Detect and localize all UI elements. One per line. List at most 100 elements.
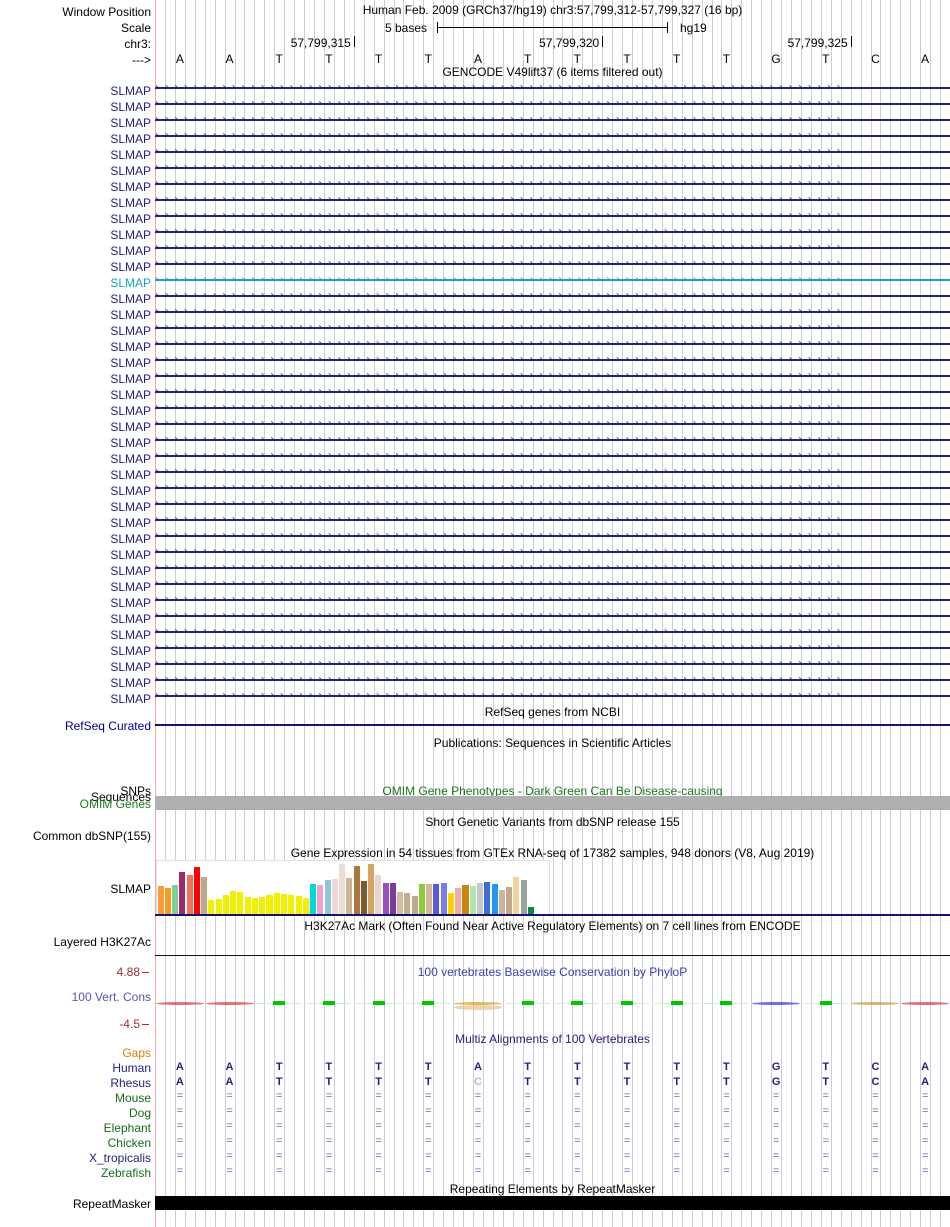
conservation-bar[interactable] [322,1001,335,1005]
publications-sequences-label[interactable]: Sequences [90,790,151,804]
conservation-bar[interactable] [901,1002,950,1005]
multiz-species-label[interactable]: Elephant [103,1121,151,1135]
conservation-bar[interactable] [422,1001,435,1005]
gencode-gene-label[interactable]: SLMAP [110,596,151,610]
gencode-gene-row[interactable]: ››››››››››››››››››››››››››››››››››››››››… [155,130,950,142]
gtex-tissue-bar[interactable] [157,886,164,915]
gtex-tissue-bar[interactable] [302,897,309,915]
gencode-gene-label[interactable]: SLMAP [110,356,151,370]
gaps-label[interactable]: Gaps [122,1046,151,1060]
gencode-gene-row[interactable]: ››››››››››››››››››››››››››››››››››››››››… [155,338,950,350]
gtex-tissue-bar[interactable] [222,895,229,915]
multiz-species-label[interactable]: Mouse [114,1091,151,1105]
gencode-gene-label[interactable]: SLMAP [110,180,151,194]
h3k27ac-track-label[interactable]: Layered H3K27Ac [53,935,151,949]
gencode-gene-row[interactable]: ››››››››››››››››››››››››››››››››››››››››… [155,242,950,254]
gtex-track-label[interactable]: SLMAP [110,882,151,896]
conservation-bar[interactable] [752,1002,801,1005]
gtex-tissue-bar[interactable] [418,884,425,915]
gtex-tissue-bar[interactable] [433,883,440,915]
gtex-tissue-bar[interactable] [411,896,418,915]
gtex-tissue-bar[interactable] [208,899,215,915]
gencode-gene-row[interactable]: ››››››››››››››››››››››››››››››››››››››››… [155,514,950,526]
gtex-tissue-bar[interactable] [404,892,411,915]
conservation-bar[interactable] [621,1001,634,1005]
gtex-tissue-bar[interactable] [491,884,498,915]
gtex-tissue-bar[interactable] [462,885,469,915]
gencode-gene-label[interactable]: SLMAP [110,676,151,690]
gencode-gene-row[interactable]: ››››››››››››››››››››››››››››››››››››››››… [155,642,950,654]
gencode-gene-row[interactable]: ››››››››››››››››››››››››››››››››››››››››… [155,594,950,606]
gtex-tissue-bar[interactable] [360,880,367,915]
gencode-gene-label[interactable]: SLMAP [110,260,151,274]
gencode-gene-label[interactable]: SLMAP [110,660,151,674]
gencode-gene-label[interactable]: SLMAP [110,436,151,450]
gencode-gene-label[interactable]: SLMAP [110,372,151,386]
gencode-gene-label[interactable]: SLMAP [110,84,151,98]
gtex-bar-chart[interactable] [156,860,550,916]
conservation-bar[interactable] [205,1002,254,1005]
gtex-tissue-bar[interactable] [527,906,534,915]
gencode-gene-row[interactable]: ››››››››››››››››››››››››››››››››››››››››… [155,114,950,126]
gencode-gene-label[interactable]: SLMAP [110,228,151,242]
conservation-bar[interactable] [372,1001,385,1005]
gencode-gene-row[interactable]: ››››››››››››››››››››››››››››››››››››››››… [155,482,950,494]
gencode-gene-label[interactable]: SLMAP [110,468,151,482]
gtex-tissue-bar[interactable] [288,895,295,915]
gencode-gene-label[interactable]: SLMAP [110,548,151,562]
gtex-tissue-bar[interactable] [339,863,346,915]
gencode-gene-label[interactable]: SLMAP [110,404,151,418]
gencode-gene-label[interactable]: SLMAP [110,308,151,322]
gencode-gene-label[interactable]: SLMAP [110,500,151,514]
conservation-bar[interactable] [453,1002,502,1005]
gtex-tissue-bar[interactable] [397,891,404,915]
gencode-gene-row[interactable]: ››››››››››››››››››››››››››››››››››››››››… [155,578,950,590]
gtex-tissue-bar[interactable] [259,897,266,915]
gencode-gene-row[interactable]: ››››››››››››››››››››››››››››››››››››››››… [155,674,950,686]
gtex-tissue-bar[interactable] [281,894,288,915]
repeatmasker-band[interactable] [155,1196,950,1210]
gencode-gene-row[interactable]: ››››››››››››››››››››››››››››››››››››››››… [155,466,950,478]
multiz-species-label[interactable]: Human [112,1061,151,1075]
gtex-tissue-bar[interactable] [310,884,317,915]
gencode-gene-row[interactable]: ››››››››››››››››››››››››››››››››››››››››… [155,402,950,414]
gtex-tissue-bar[interactable] [179,871,186,915]
gencode-gene-row[interactable]: ››››››››››››››››››››››››››››››››››››››››… [155,194,950,206]
gencode-gene-row[interactable]: ››››››››››››››››››››››››››››››››››››››››… [155,690,950,702]
gencode-gene-label[interactable]: SLMAP [110,628,151,642]
gencode-gene-row[interactable]: ››››››››››››››››››››››››››››››››››››››››… [155,258,950,270]
gtex-tissue-bar[interactable] [230,890,237,915]
gencode-gene-row[interactable]: ››››››››››››››››››››››››››››››››››››››››… [155,306,950,318]
gtex-tissue-bar[interactable] [389,882,396,915]
gtex-tissue-bar[interactable] [375,875,382,915]
gencode-gene-label[interactable]: SLMAP [110,244,151,258]
gencode-gene-label[interactable]: SLMAP [110,132,151,146]
gtex-tissue-bar[interactable] [520,879,527,915]
conservation-bar[interactable] [155,1002,204,1005]
gencode-gene-label[interactable]: SLMAP [110,196,151,210]
gencode-gene-row[interactable]: ››››››››››››››››››››››››››››››››››››››››… [155,562,950,574]
gencode-gene-row[interactable]: ››››››››››››››››››››››››››››››››››››››››… [155,530,950,542]
conservation-bar[interactable] [819,1001,832,1005]
gtex-tissue-bar[interactable] [164,888,171,915]
conservation-bar[interactable] [521,1001,534,1005]
gtex-tissue-bar[interactable] [506,887,513,915]
gtex-tissue-bar[interactable] [266,895,273,915]
multiz-species-label[interactable]: Rhesus [110,1076,151,1090]
gencode-gene-label[interactable]: SLMAP [110,420,151,434]
omim-track-label[interactable]: OMIM Genes [79,797,151,811]
gencode-gene-label[interactable]: SLMAP [110,532,151,546]
gtex-tissue-bar[interactable] [469,886,476,915]
gencode-gene-row[interactable]: ››››››››››››››››››››››››››››››››››››››››… [155,178,950,190]
gencode-gene-label[interactable]: SLMAP [110,580,151,594]
gtex-tissue-bar[interactable] [244,897,251,915]
gencode-gene-label[interactable]: SLMAP [110,116,151,130]
gencode-gene-row[interactable]: ››››››››››››››››››››››››››››››››››››››››… [155,274,950,286]
gencode-gene-label[interactable]: SLMAP [110,692,151,706]
gencode-gene-row[interactable]: ››››››››››››››››››››››››››››››››››››››››… [155,146,950,158]
gencode-gene-label[interactable]: SLMAP [110,324,151,338]
gtex-tissue-bar[interactable] [324,879,331,915]
gtex-tissue-bar[interactable] [215,898,222,915]
gencode-gene-row[interactable]: ››››››››››››››››››››››››››››››››››››››››… [155,386,950,398]
gencode-gene-row[interactable]: ››››››››››››››››››››››››››››››››››››››››… [155,98,950,110]
